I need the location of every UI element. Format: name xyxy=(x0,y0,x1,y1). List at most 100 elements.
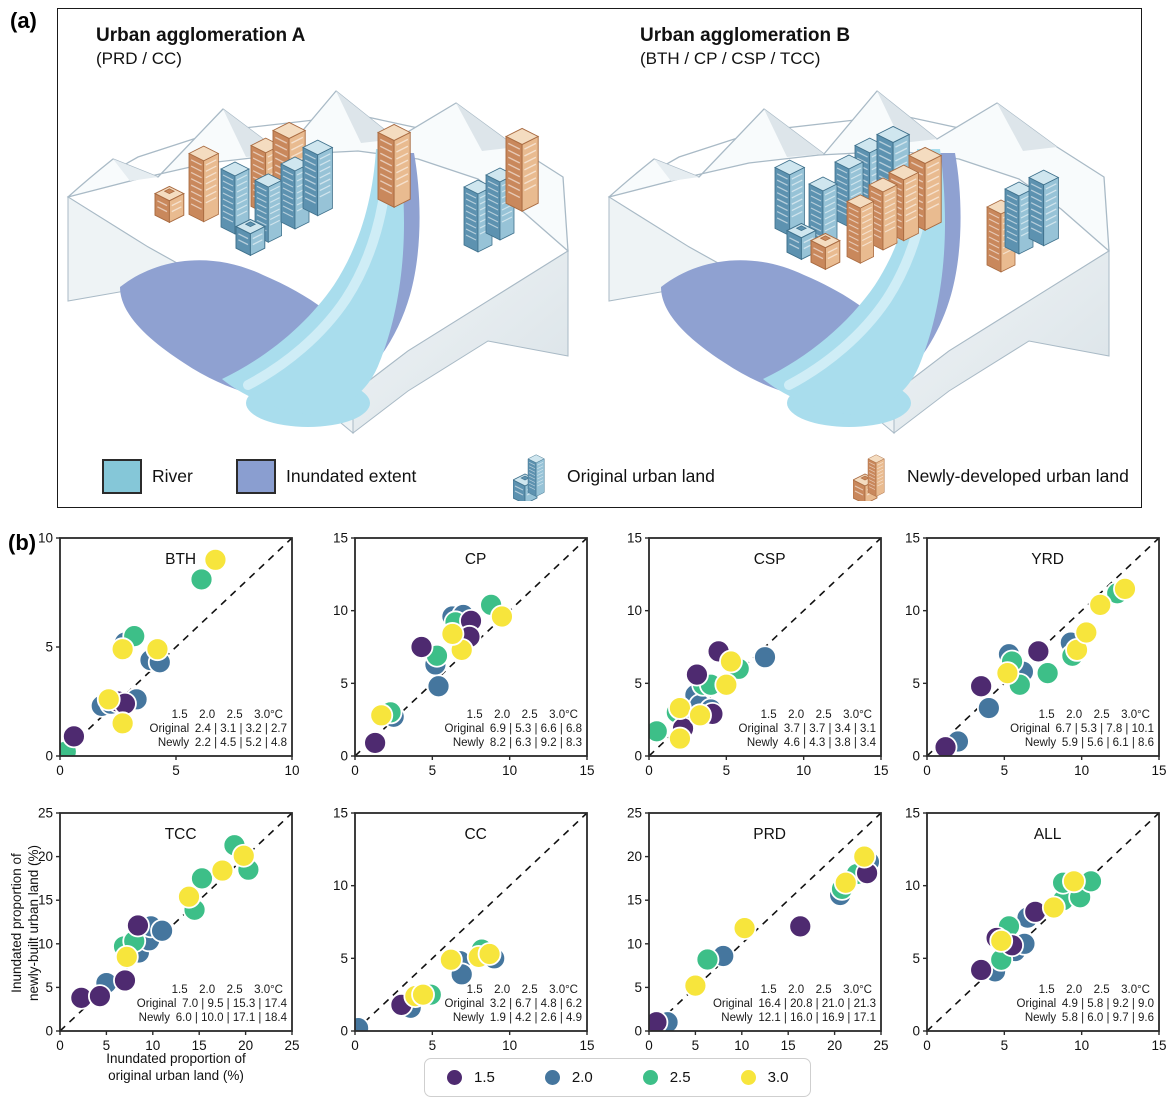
svg-text:10: 10 xyxy=(905,878,920,893)
svg-text:5: 5 xyxy=(172,763,180,778)
svg-text:15: 15 xyxy=(627,531,642,546)
svg-text:1.5 2.0 2.5 3.0°C: 1.5 2.0 2.5 3.0°C xyxy=(761,984,872,996)
svg-text:5: 5 xyxy=(340,676,348,691)
svg-text:25: 25 xyxy=(627,806,642,821)
newly-building xyxy=(188,145,220,223)
subplot-yrd: 0 0 5 5 10 10 15 15 YRD 1.5 2.0 2.5 3.0°C Original… xyxy=(895,528,1167,786)
svg-text:Newly 6.0 | 10.0 | 17.1 | 18.4: Newly 6.0 | 10.0 | 17.1 | 18.4 xyxy=(139,1012,288,1024)
scene-a-title: Urban agglomeration A xyxy=(96,25,306,46)
newly-building xyxy=(846,194,875,264)
svg-text:10: 10 xyxy=(502,1038,517,1053)
svg-text:0: 0 xyxy=(340,1024,348,1039)
svg-text:10: 10 xyxy=(627,936,642,951)
svg-text:20: 20 xyxy=(627,849,642,864)
legend-item-3-0: 3.0 xyxy=(740,1069,788,1086)
svg-text:10: 10 xyxy=(145,1038,160,1053)
svg-text:0: 0 xyxy=(45,1024,53,1039)
svg-text:0: 0 xyxy=(340,749,348,764)
svg-text:15: 15 xyxy=(38,893,53,908)
svg-text:15: 15 xyxy=(905,531,920,546)
legend-item-1-5: 1.5 xyxy=(447,1069,495,1086)
svg-text:Newly 12.1 | 16.0 | 16.9 | 17.: Newly 12.1 | 16.0 | 16.9 | 17.1 xyxy=(721,1012,876,1024)
svg-text:CC: CC xyxy=(464,826,486,843)
legend-newly-label: Newly-developed urban land xyxy=(907,465,1129,486)
svg-text:25: 25 xyxy=(284,1038,299,1053)
svg-text:10: 10 xyxy=(284,763,299,778)
svg-text:Original 3.7 | 3.7 | 3.4 | 3.1: Original 3.7 | 3.7 | 3.4 | 3.1 xyxy=(739,723,876,735)
x-axis-title: Inundated proportion of original urban l… xyxy=(106,1051,246,1083)
temp-3-0-dot-icon xyxy=(740,1070,756,1085)
svg-text:10: 10 xyxy=(502,763,517,778)
svg-text:1.5 2.0 2.5 3.0°C: 1.5 2.0 2.5 3.0°C xyxy=(467,984,578,996)
legend-item-original: Original urban land xyxy=(513,451,715,501)
legend-item-inundated: Inundated extent xyxy=(236,451,416,501)
original-urban-land-icon xyxy=(513,454,545,501)
svg-text:Newly 5.9 | 5.6 | 6.1 | 8.6: Newly 5.9 | 5.6 | 6.1 | 8.6 xyxy=(1025,737,1154,749)
svg-text:Original 6.7 | 5.3 | 7.8 | 10.: Original 6.7 | 5.3 | 7.8 | 10.1 xyxy=(1010,723,1154,735)
svg-text:0: 0 xyxy=(923,1038,931,1053)
svg-text:10: 10 xyxy=(1074,763,1089,778)
newly-building xyxy=(810,232,841,271)
svg-text:Newly 4.6 | 4.3 | 3.8 | 3.4: Newly 4.6 | 4.3 | 3.8 | 3.4 xyxy=(747,737,877,749)
svg-text:ALL: ALL xyxy=(1034,826,1062,843)
newly-building xyxy=(154,185,185,224)
svg-text:15: 15 xyxy=(333,806,348,821)
svg-text:0: 0 xyxy=(912,749,920,764)
legend-river-label: River xyxy=(152,465,193,486)
svg-text:YRD: YRD xyxy=(1031,551,1064,568)
subplot-cp: 0 0 5 5 10 10 15 15 CP 1.5 2.0 2.5 3.0°C Original … xyxy=(323,528,599,786)
panel-a-legend: River Inundated extent Original urban la… xyxy=(58,451,1141,503)
svg-text:1.5 2.0 2.5 3.0°C: 1.5 2.0 2.5 3.0°C xyxy=(1039,709,1150,721)
svg-text:10: 10 xyxy=(627,603,642,618)
svg-text:5: 5 xyxy=(103,1038,111,1053)
subplot-csp: 0 0 5 5 10 10 15 15 CSP 1.5 2.0 2.5 3.0°C Original… xyxy=(617,528,893,786)
svg-text:15: 15 xyxy=(192,1038,207,1053)
svg-text:1.5 2.0 2.5 3.0°C: 1.5 2.0 2.5 3.0°C xyxy=(172,709,283,721)
svg-text:0: 0 xyxy=(45,749,53,764)
panel-b-label: (b) xyxy=(8,530,37,555)
svg-text:10: 10 xyxy=(38,936,53,951)
svg-text:Original 6.9 | 5.3 | 6.6 | 6.8: Original 6.9 | 5.3 | 6.6 | 6.8 xyxy=(445,723,582,735)
original-building xyxy=(302,139,334,217)
svg-text:BTH: BTH xyxy=(165,551,196,568)
svg-text:15: 15 xyxy=(579,1038,594,1053)
legend-item-2-0: 2.0 xyxy=(544,1069,593,1086)
svg-text:10: 10 xyxy=(333,878,348,893)
subplot-prd: 0 0 5 5 10 10 15 15 20 20 25 25 PRD 1.5 2.0 2.5 3.0°C… xyxy=(617,803,893,1061)
svg-text:15: 15 xyxy=(1151,1038,1166,1053)
scene-b-title: Urban agglomeration B xyxy=(640,25,851,46)
svg-text:Original 2.4 | 3.1 | 3.2 | 2.7: Original 2.4 | 3.1 | 3.2 | 2.7 xyxy=(150,723,287,735)
legend-item-2-5: 2.5 xyxy=(642,1069,691,1086)
svg-text:0: 0 xyxy=(645,763,653,778)
svg-text:10: 10 xyxy=(38,531,53,546)
panel-a-label: (a) xyxy=(10,8,37,33)
panel-b-legend: 1.5 2.0 2.5 3.0 xyxy=(424,1058,812,1097)
svg-text:Original 4.9 | 5.8 | 9.2 | 9.0: Original 4.9 | 5.8 | 9.2 | 9.0 xyxy=(1017,998,1154,1010)
svg-text:15: 15 xyxy=(627,893,642,908)
svg-text:10: 10 xyxy=(734,1038,749,1053)
scene-b-title-block: Urban agglomeration B (BTH / CP / CSP / … xyxy=(640,25,850,69)
svg-text:5: 5 xyxy=(1001,1038,1009,1053)
svg-text:5: 5 xyxy=(634,980,642,995)
svg-text:Original 16.4 | 20.8 | 21.0 |: Original 16.4 | 20.8 | 21.0 | 21.3 xyxy=(713,998,876,1010)
svg-text:15: 15 xyxy=(905,806,920,821)
svg-text:1.5 2.0 2.5 3.0°C: 1.5 2.0 2.5 3.0°C xyxy=(467,709,578,721)
svg-text:25: 25 xyxy=(873,1038,888,1053)
svg-text:5: 5 xyxy=(912,951,920,966)
svg-text:1.5 2.0 2.5 3.0°C: 1.5 2.0 2.5 3.0°C xyxy=(761,709,872,721)
svg-text:15: 15 xyxy=(781,1038,796,1053)
svg-text:20: 20 xyxy=(238,1038,253,1053)
newly-building xyxy=(377,123,411,208)
svg-text:PRD: PRD xyxy=(753,826,786,843)
svg-text:Newly 2.2 | 4.5 | 5.2 | 4.8: Newly 2.2 | 4.5 | 5.2 | 4.8 xyxy=(158,737,287,749)
legend-original-label: Original urban land xyxy=(567,465,715,486)
svg-text:25: 25 xyxy=(38,806,53,821)
temp-2-0-dot-icon xyxy=(544,1070,560,1085)
subplot-bth: 0 0 5 5 10 10 BTH 1.5 2.0 2.5 3.0°C Original 2.4… xyxy=(28,528,304,786)
svg-text:15: 15 xyxy=(873,763,888,778)
original-building xyxy=(235,218,266,257)
legend-item-newly: Newly-developed urban land xyxy=(853,451,1129,501)
svg-text:1.5 2.0 2.5 3.0°C: 1.5 2.0 2.5 3.0°C xyxy=(1039,984,1150,996)
svg-text:Newly 8.2 | 6.3 | 9.2 | 8.3: Newly 8.2 | 6.3 | 9.2 | 8.3 xyxy=(453,737,582,749)
